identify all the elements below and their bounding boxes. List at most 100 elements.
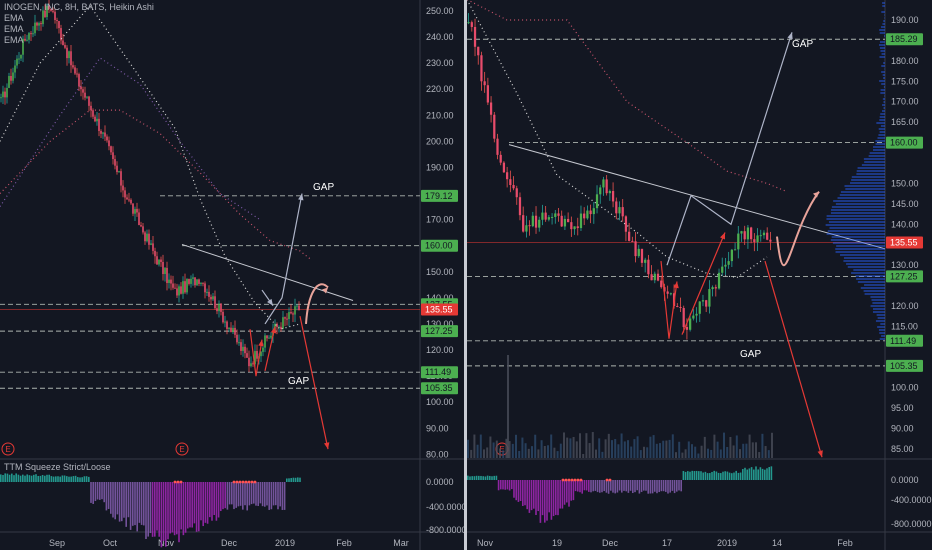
candle [740, 230, 743, 242]
squeeze-histogram-bar [99, 482, 101, 500]
squeeze-histogram-bar [110, 482, 112, 514]
candle-body [266, 335, 268, 339]
candle [36, 21, 38, 31]
squeeze-histogram-bar [180, 482, 182, 530]
candle [660, 275, 663, 289]
squeeze-histogram-bar [290, 478, 292, 482]
squeeze-histogram-bar [255, 482, 257, 506]
volume-profile-bar [879, 32, 885, 34]
squeeze-histogram-bar [33, 474, 35, 482]
volume-profile-bar [884, 95, 885, 97]
candle [653, 271, 656, 284]
projection-curve [776, 191, 820, 267]
candle [563, 215, 567, 230]
volume-bar [556, 451, 559, 458]
candle [42, 6, 44, 27]
squeeze-histogram-bar [610, 480, 612, 491]
ema-line-2 [0, 109, 311, 260]
squeeze-histogram-bar [750, 467, 753, 480]
left-chart-pane[interactable]: 250.00 240.00 230.00 220.00 210.00 200.00 190.… [0, 0, 464, 550]
squeeze-histogram-bar [579, 480, 581, 493]
candle [733, 242, 737, 251]
candle-body [240, 342, 242, 351]
indicator-tick-label: -800.0000 [891, 519, 932, 529]
candle [682, 305, 685, 333]
squeeze-histogram-bar [658, 480, 660, 493]
projection-curve [305, 283, 329, 325]
candle-body [499, 154, 502, 163]
candle [174, 283, 176, 289]
indicator-title: TTM Squeeze Strict/Loose [4, 462, 111, 472]
candle [86, 96, 88, 99]
price-label-tag: 179.12 [421, 189, 458, 202]
squeeze-histogram-bar [22, 474, 24, 482]
squeeze-histogram-bar [57, 476, 59, 482]
candle [288, 307, 290, 327]
pane-divider[interactable] [464, 0, 467, 550]
volume-bar [623, 441, 626, 458]
volume-bar [579, 433, 581, 458]
volume-profile-bar [828, 221, 885, 223]
candle [621, 199, 624, 222]
candle [522, 206, 525, 233]
candle [737, 226, 740, 259]
volume-profile-bar [879, 116, 885, 118]
squeeze-histogram-bar [123, 482, 125, 518]
candle [750, 226, 753, 244]
candle-body [26, 39, 28, 41]
candle [102, 131, 104, 139]
squeeze-histogram-bar [574, 480, 577, 492]
squeeze-histogram-bar [114, 482, 116, 520]
candle-body [16, 58, 18, 66]
volume-bar [502, 450, 505, 458]
candle [136, 202, 138, 217]
squeeze-histogram-bar [585, 480, 588, 491]
candle-body [166, 267, 168, 284]
candle [656, 269, 660, 282]
candle [567, 212, 570, 223]
squeeze-histogram-bar [530, 480, 533, 511]
squeeze-histogram-bar [671, 480, 674, 491]
squeeze-histogram-bar [248, 482, 251, 506]
squeeze-histogram-bar [149, 482, 152, 534]
candle-body [136, 208, 138, 213]
drawn-arrow [299, 316, 329, 450]
candle [216, 303, 218, 315]
price-label-text: 111.49 [425, 367, 451, 377]
candle-body [206, 291, 208, 293]
squeeze-histogram-bar [504, 480, 506, 490]
candle-body [96, 118, 98, 122]
squeeze-histogram-bar [198, 482, 200, 532]
squeeze-histogram-bar [275, 482, 277, 506]
arrow-head [258, 339, 264, 347]
squeeze-dot [573, 478, 577, 482]
candle [531, 211, 534, 228]
candle [240, 339, 242, 355]
squeeze-histogram-bar [37, 475, 39, 482]
volume-bar [633, 439, 636, 458]
volume-bar [687, 441, 690, 458]
right-chart-pane[interactable]: 190.00 180.00 175.00 170.00 165.00 150.00 145.… [467, 0, 932, 550]
candle-body [204, 283, 206, 293]
squeeze-histogram-bar [471, 476, 473, 480]
candle-body [634, 241, 637, 257]
candle [624, 215, 628, 242]
squeeze-histogram-bar [673, 480, 676, 494]
candle-body [733, 249, 737, 251]
volume-profile-bar [879, 56, 885, 58]
candle [282, 311, 284, 330]
squeeze-dot [179, 480, 183, 484]
x-tick-label: Nov [477, 538, 494, 548]
candle [130, 198, 132, 205]
candle-body [522, 215, 525, 232]
candle-body [146, 233, 148, 242]
volume-bar [761, 433, 764, 458]
price-label-tag: 160.00 [886, 136, 923, 149]
candle [84, 86, 86, 101]
candle [30, 31, 32, 42]
candle-body [208, 291, 210, 297]
candle-body [276, 323, 278, 328]
gap-annotation: GAP [313, 182, 334, 193]
candle [579, 205, 583, 232]
y-tick-label: 165.00 [891, 117, 919, 127]
